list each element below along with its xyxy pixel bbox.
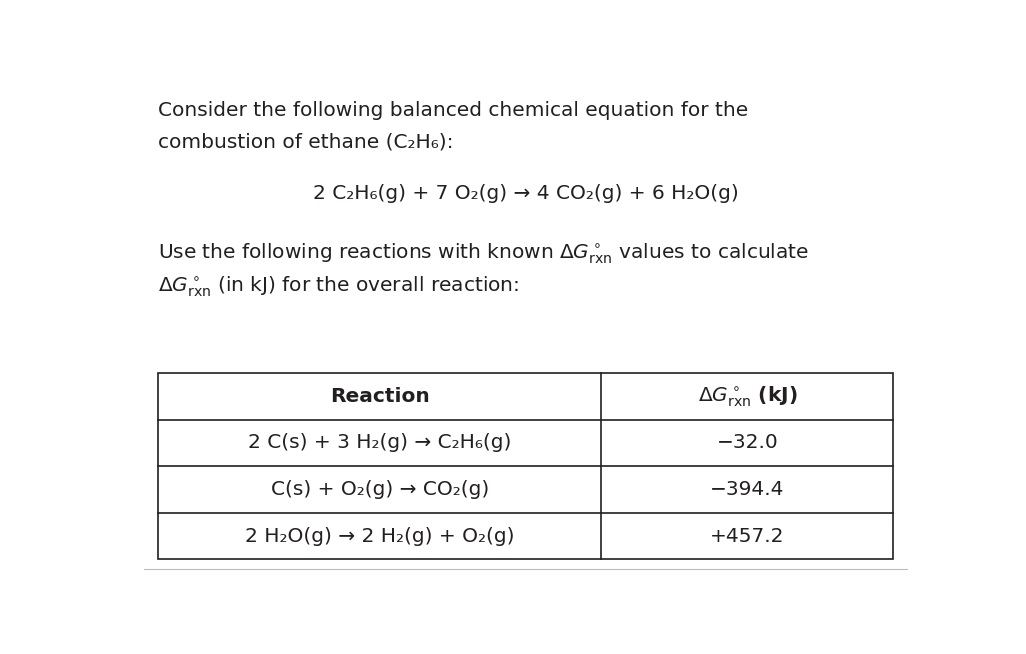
Text: $\Delta G^\circ_{\mathrm{rxn}}$ (kJ): $\Delta G^\circ_{\mathrm{rxn}}$ (kJ): [698, 384, 797, 409]
Text: 2 C₂H₆(g) + 7 O₂(g) → 4 CO₂(g) + 6 H₂O(g): 2 C₂H₆(g) + 7 O₂(g) → 4 CO₂(g) + 6 H₂O(g…: [313, 184, 739, 203]
Bar: [158, 373, 894, 559]
Text: 2 C(s) + 3 H₂(g) → C₂H₆(g): 2 C(s) + 3 H₂(g) → C₂H₆(g): [248, 434, 512, 453]
Text: Consider the following balanced chemical equation for the: Consider the following balanced chemical…: [158, 101, 749, 120]
Text: −32.0: −32.0: [716, 434, 778, 453]
Text: +457.2: +457.2: [710, 526, 785, 545]
Text: 2 H₂O(g) → 2 H₂(g) + O₂(g): 2 H₂O(g) → 2 H₂(g) + O₂(g): [245, 526, 515, 545]
Text: C(s) + O₂(g) → CO₂(g): C(s) + O₂(g) → CO₂(g): [271, 480, 489, 499]
Text: −394.4: −394.4: [710, 480, 785, 499]
Text: combustion of ethane (C₂H₆):: combustion of ethane (C₂H₆):: [158, 132, 453, 151]
Text: $\Delta G^\circ_{\mathrm{rxn}}$ (in kJ) for the overall reaction:: $\Delta G^\circ_{\mathrm{rxn}}$ (in kJ) …: [158, 275, 519, 300]
Text: Use the following reactions with known $\Delta G^\circ_{\mathrm{rxn}}$ values to: Use the following reactions with known $…: [158, 241, 810, 266]
Text: Reaction: Reaction: [330, 387, 430, 406]
